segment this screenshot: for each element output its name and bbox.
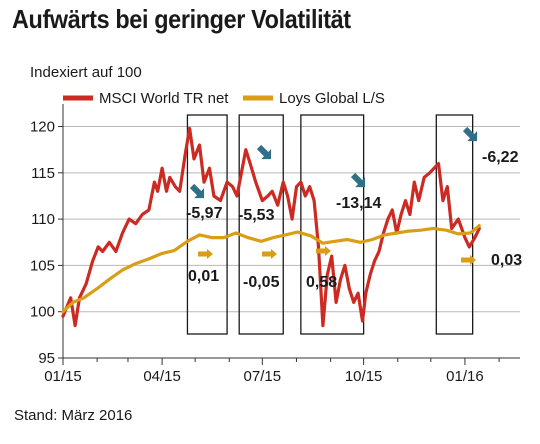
y-tick-label: 110 xyxy=(31,211,55,228)
x-tick-label: 01/16 xyxy=(446,368,484,385)
msci-series-line xyxy=(61,126,481,328)
y-tick-label: 100 xyxy=(30,304,55,321)
down-arrow-icon xyxy=(189,183,205,199)
source-note: Stand: März 2016 xyxy=(14,407,132,424)
series-lines xyxy=(61,126,481,328)
loys-series-line xyxy=(61,224,481,314)
down-arrow-icon xyxy=(256,144,272,160)
x-tick-label: 04/15 xyxy=(143,368,181,385)
y-tick-label: 95 xyxy=(38,350,55,367)
x-tick-label: 07/15 xyxy=(244,368,282,385)
loys-marker-arrow xyxy=(207,249,213,259)
change-label: -0,05 xyxy=(243,274,280,291)
grid-lines xyxy=(63,126,520,359)
change-label: -5,97 xyxy=(186,205,223,222)
change-label: -5,53 xyxy=(238,207,275,224)
change-label: 0,01 xyxy=(188,268,219,285)
highlight-boxes xyxy=(186,114,474,335)
y-tick-label: 105 xyxy=(30,257,55,274)
x-axis: 01/15 04/15 07/15 10/15 01/16 xyxy=(44,357,520,385)
legend-label-loys: Loys Global L/S xyxy=(279,90,385,107)
down-arrow-icon xyxy=(350,172,366,188)
arrow-shape xyxy=(189,183,205,199)
highlight-box xyxy=(238,114,284,335)
change-label: -6,22 xyxy=(482,149,519,166)
arrow-shape xyxy=(256,144,272,160)
change-label: 0,03 xyxy=(491,252,522,269)
loys-marker-arrow xyxy=(325,246,331,256)
y-tick-label: 120 xyxy=(30,119,55,136)
chart-title: Aufwärts bei geringer Volatilität xyxy=(12,4,351,34)
highlight-box xyxy=(435,114,474,335)
y-axis: 95 100 105 110 115 120 xyxy=(30,104,64,367)
change-label: 0,58 xyxy=(306,274,337,291)
arrow-shape xyxy=(350,172,366,188)
arrow-shape xyxy=(462,126,478,142)
loys-marker-arrow xyxy=(470,255,476,265)
legend-label-msci: MSCI World TR net xyxy=(99,90,229,107)
change-label: -13,14 xyxy=(336,195,381,212)
y-axis-label: Indexiert auf 100 xyxy=(30,64,142,81)
highlight-box xyxy=(300,114,365,335)
annotations: -5,97 0,01 -5,53 -0,05 -13,14 0,58 -6,22 0,03 xyxy=(186,126,522,291)
loys-marker-arrow xyxy=(271,249,277,259)
y-tick-label: 115 xyxy=(31,165,55,182)
x-tick-label: 01/15 xyxy=(44,368,82,385)
down-arrow-icon xyxy=(462,126,478,142)
legend: MSCI World TR net Loys Global L/S xyxy=(63,90,385,107)
highlight-box xyxy=(186,114,228,335)
x-tick-label: 10/15 xyxy=(345,368,383,385)
